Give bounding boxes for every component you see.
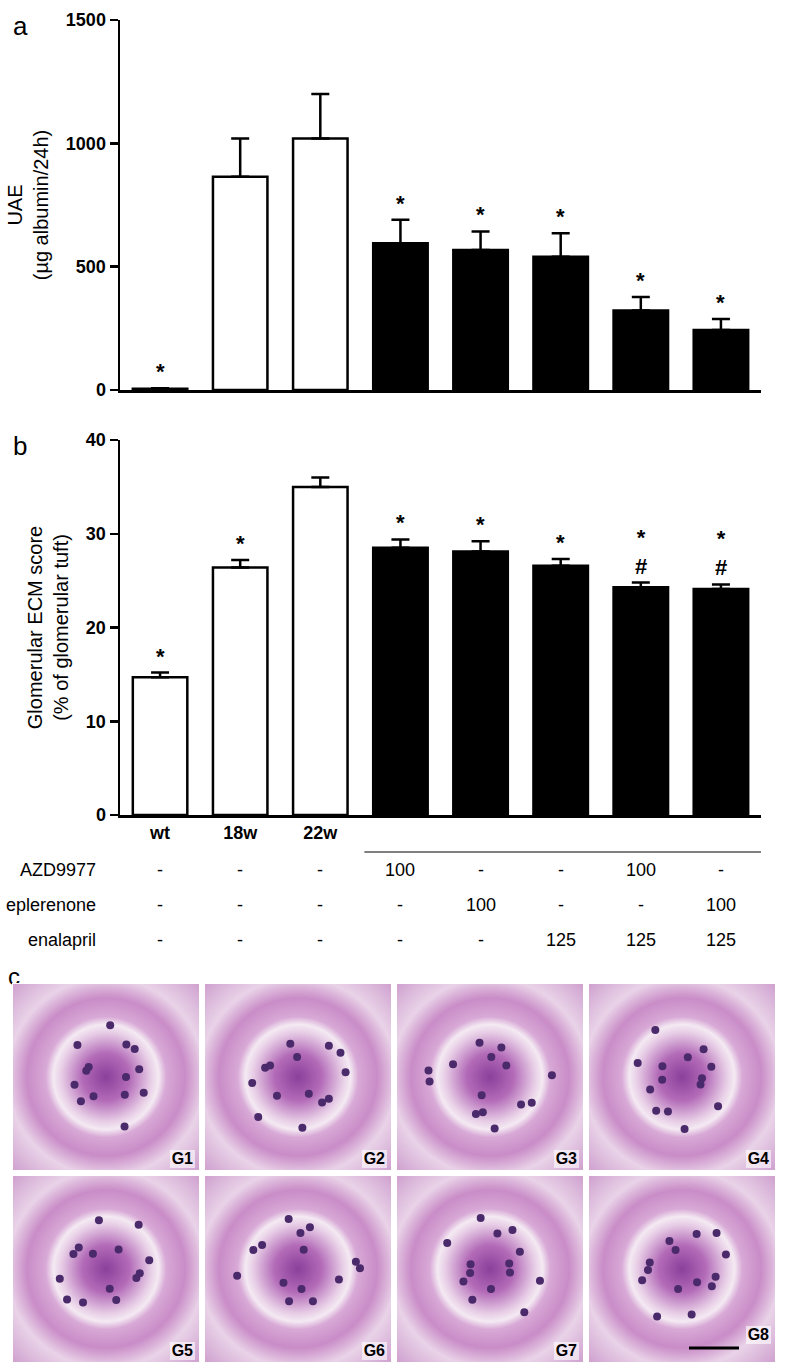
svg-text:eplerenone: eplerenone bbox=[6, 895, 96, 915]
svg-text:-: - bbox=[157, 860, 163, 880]
svg-text:AZD9977: AZD9977 bbox=[20, 860, 96, 880]
svg-text:-: - bbox=[478, 860, 484, 880]
svg-text:*: * bbox=[396, 510, 405, 535]
svg-text:-: - bbox=[157, 930, 163, 950]
svg-text:125: 125 bbox=[626, 930, 656, 950]
svg-text:b: b bbox=[13, 431, 27, 461]
html-text:G1: G1 bbox=[171, 1150, 193, 1167]
svg-text:100: 100 bbox=[706, 895, 736, 915]
svg-text:500: 500 bbox=[76, 257, 106, 277]
svg-text:22w: 22w bbox=[303, 823, 338, 843]
svg-text:125: 125 bbox=[706, 930, 736, 950]
svg-text:20: 20 bbox=[86, 618, 106, 638]
svg-text:-: - bbox=[317, 860, 323, 880]
svg-text:a: a bbox=[13, 11, 28, 41]
svg-text:10: 10 bbox=[86, 712, 106, 732]
svg-text:-: - bbox=[317, 930, 323, 950]
svg-text:*: * bbox=[476, 202, 485, 227]
svg-text:-: - bbox=[558, 895, 564, 915]
svg-text:100: 100 bbox=[385, 860, 415, 880]
svg-text:-: - bbox=[397, 930, 403, 950]
svg-text:*: * bbox=[156, 359, 165, 384]
svg-text:100: 100 bbox=[466, 895, 496, 915]
svg-text:*: * bbox=[476, 512, 485, 537]
svg-text:*: * bbox=[716, 290, 725, 315]
svg-text:-: - bbox=[558, 860, 564, 880]
svg-text:*: * bbox=[236, 531, 245, 556]
svg-text:18w: 18w bbox=[223, 823, 258, 843]
svg-text:*: * bbox=[636, 268, 645, 293]
html-text:G8: G8 bbox=[747, 1326, 769, 1343]
svg-text:*#: *# bbox=[715, 526, 727, 580]
html-text:G5: G5 bbox=[171, 1342, 193, 1359]
svg-text:-: - bbox=[317, 895, 323, 915]
html-text:c: c bbox=[8, 963, 20, 990]
svg-text:wt: wt bbox=[149, 823, 170, 843]
svg-text:30: 30 bbox=[86, 524, 106, 544]
svg-text:100: 100 bbox=[626, 860, 656, 880]
svg-text:-: - bbox=[237, 930, 243, 950]
svg-text:*: * bbox=[396, 191, 405, 216]
html-text:G6: G6 bbox=[363, 1342, 385, 1359]
svg-text:UAE(µg albumin/24h): UAE(µg albumin/24h) bbox=[4, 130, 52, 281]
svg-text:enalapril: enalapril bbox=[28, 930, 96, 950]
html-text:G3: G3 bbox=[555, 1150, 577, 1167]
svg-text:-: - bbox=[157, 895, 163, 915]
svg-text:*: * bbox=[556, 530, 565, 555]
svg-text:*#: *# bbox=[635, 525, 647, 579]
svg-text:Glomerular ECM score(% of glom: Glomerular ECM score(% of glomerular tuf… bbox=[24, 526, 72, 729]
svg-text:0: 0 bbox=[96, 380, 106, 400]
html-text:G2: G2 bbox=[363, 1150, 385, 1167]
svg-text:1000: 1000 bbox=[66, 134, 106, 154]
svg-text:-: - bbox=[397, 895, 403, 915]
svg-text:*: * bbox=[556, 204, 565, 229]
svg-text:125: 125 bbox=[546, 930, 576, 950]
html-text:G7: G7 bbox=[555, 1342, 577, 1359]
svg-text:1500: 1500 bbox=[66, 10, 106, 30]
svg-text:*: * bbox=[156, 644, 165, 669]
svg-text:-: - bbox=[478, 930, 484, 950]
svg-text:-: - bbox=[638, 895, 644, 915]
svg-text:-: - bbox=[237, 860, 243, 880]
svg-text:-: - bbox=[237, 895, 243, 915]
html-text:G4: G4 bbox=[747, 1150, 769, 1167]
svg-text:-: - bbox=[718, 860, 724, 880]
svg-text:40: 40 bbox=[86, 430, 106, 450]
svg-text:0: 0 bbox=[96, 805, 106, 825]
